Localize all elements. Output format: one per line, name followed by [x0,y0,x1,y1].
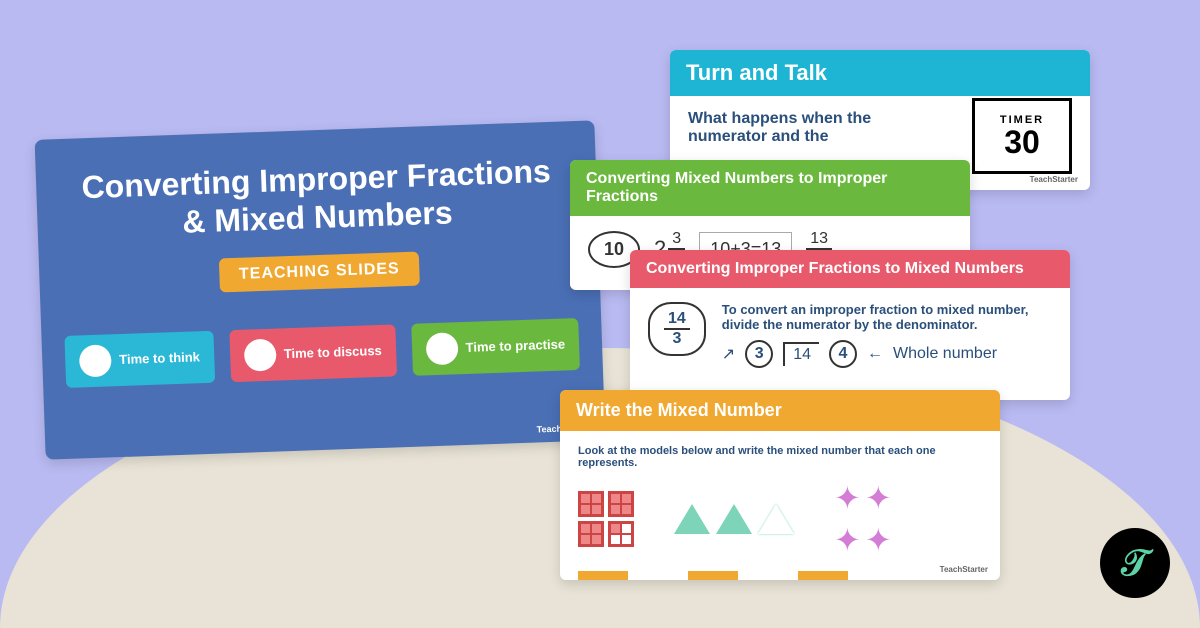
card3-body: 143 To convert an improper fraction to m… [630,288,1070,382]
tag-row: Time to think Time to discuss Time to pr… [61,318,582,388]
card4-brand: TeachStarter [940,565,988,574]
card3-text: To convert an improper fraction to mixed… [722,302,1052,332]
card-write-mixed: Write the Mixed Number Look at the model… [560,390,1000,580]
card4-body: Look at the models below and write the m… [560,431,1000,580]
answer-box [578,571,628,580]
triangles [674,504,794,534]
card2-header: Converting Mixed Numbers to Improper Fra… [570,160,970,216]
card4-header: Write the Mixed Number [560,390,1000,431]
card4-text: Look at the models below and write the m… [578,445,982,469]
card-improper-to-mixed: Converting Improper Fractions to Mixed N… [630,250,1070,400]
tag-practise: Time to practise [411,318,580,376]
tag-think: Time to think [64,331,214,388]
answer-row [578,571,982,580]
card1-text: What happens when the numerator and the [670,96,922,160]
discuss-icon [243,338,276,371]
main-slide: Converting Improper Fractions & Mixed Nu… [35,120,606,459]
answer-box [798,571,848,580]
teaching-slides-badge: TEACHING SLIDES [218,251,420,292]
timer-box: TIMER 30 [972,98,1072,174]
squares [578,491,634,547]
logo-icon: 𝒯 [1100,528,1170,598]
stars: ✦✦✦✦ [834,479,892,559]
tag-discuss: Time to discuss [229,324,397,382]
timer-value: 30 [1004,126,1040,158]
think-icon [79,344,112,377]
card3-header: Converting Improper Fractions to Mixed N… [630,250,1070,288]
frac-bubble: 143 [648,302,706,356]
answer-box [688,571,738,580]
practise-icon [425,332,458,365]
card1-brand: TeachStarter [1030,175,1078,184]
card1-header: Turn and Talk [670,50,1090,96]
shapes-row: ✦✦✦✦ [578,479,982,559]
